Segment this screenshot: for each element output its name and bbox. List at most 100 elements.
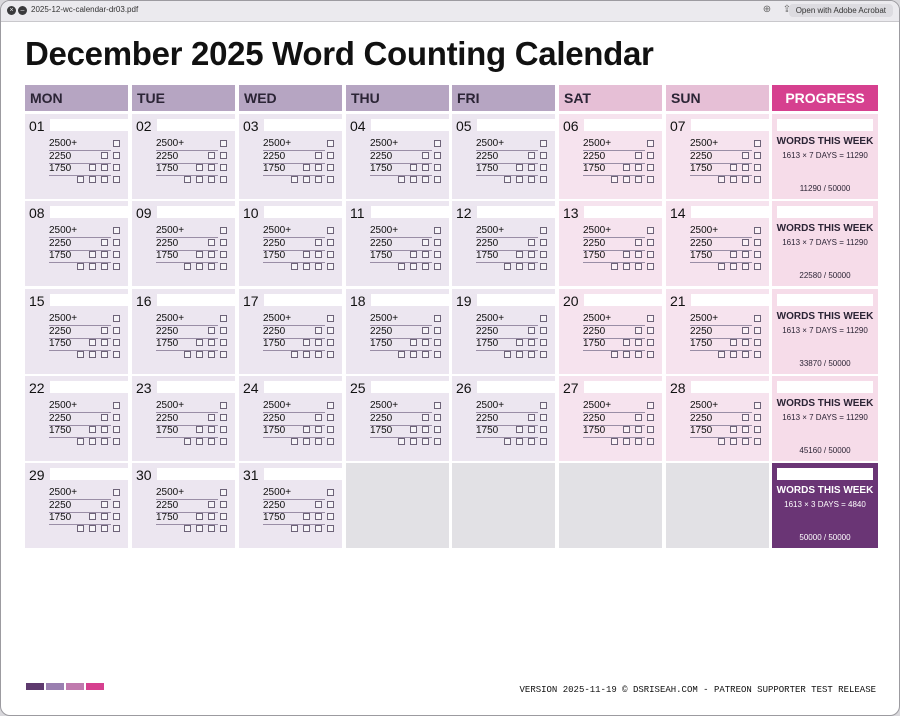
goal-checkbox[interactable] [540, 438, 547, 445]
day-note-field[interactable] [264, 294, 344, 306]
goal-checkbox[interactable] [422, 152, 429, 159]
goal-checkbox[interactable] [315, 251, 322, 258]
day-note-field[interactable] [157, 294, 237, 306]
goal-checkbox[interactable] [101, 239, 108, 246]
goal-checkbox[interactable] [303, 339, 310, 346]
goal-checkbox[interactable] [303, 164, 310, 171]
goal-checkbox[interactable] [742, 152, 749, 159]
goal-checkbox[interactable] [516, 251, 523, 258]
goal-checkbox[interactable] [730, 426, 737, 433]
goal-checkbox[interactable] [410, 176, 417, 183]
goal-checkbox[interactable] [540, 426, 547, 433]
goal-checkbox[interactable] [315, 152, 322, 159]
goal-checkbox[interactable] [540, 251, 547, 258]
goal-checkbox[interactable] [327, 489, 334, 496]
goal-checkbox[interactable] [504, 351, 511, 358]
goal-checkbox[interactable] [422, 176, 429, 183]
goal-checkbox[interactable] [422, 164, 429, 171]
goal-checkbox[interactable] [647, 152, 654, 159]
goal-checkbox[interactable] [208, 525, 215, 532]
goal-checkbox[interactable] [754, 176, 761, 183]
goal-checkbox[interactable] [410, 438, 417, 445]
goal-checkbox[interactable] [422, 263, 429, 270]
goal-checkbox[interactable] [303, 263, 310, 270]
goal-checkbox[interactable] [434, 164, 441, 171]
goal-checkbox[interactable] [647, 438, 654, 445]
goal-checkbox[interactable] [196, 525, 203, 532]
goal-checkbox[interactable] [540, 351, 547, 358]
goal-checkbox[interactable] [528, 176, 535, 183]
goal-checkbox[interactable] [516, 164, 523, 171]
goal-checkbox[interactable] [113, 402, 120, 409]
goal-checkbox[interactable] [101, 513, 108, 520]
goal-checkbox[interactable] [516, 351, 523, 358]
goal-checkbox[interactable] [315, 327, 322, 334]
goal-checkbox[interactable] [754, 414, 761, 421]
goal-checkbox[interactable] [754, 351, 761, 358]
goal-checkbox[interactable] [504, 263, 511, 270]
goal-checkbox[interactable] [315, 351, 322, 358]
goal-checkbox[interactable] [754, 251, 761, 258]
goal-checkbox[interactable] [184, 176, 191, 183]
day-note-field[interactable] [691, 294, 771, 306]
goal-checkbox[interactable] [303, 438, 310, 445]
goal-checkbox[interactable] [220, 525, 227, 532]
goal-checkbox[interactable] [635, 263, 642, 270]
goal-checkbox[interactable] [113, 152, 120, 159]
goal-checkbox[interactable] [89, 426, 96, 433]
goal-checkbox[interactable] [434, 239, 441, 246]
goal-checkbox[interactable] [635, 239, 642, 246]
goal-checkbox[interactable] [113, 351, 120, 358]
goal-checkbox[interactable] [220, 227, 227, 234]
goal-checkbox[interactable] [327, 513, 334, 520]
goal-checkbox[interactable] [196, 164, 203, 171]
goal-checkbox[interactable] [410, 164, 417, 171]
goal-checkbox[interactable] [196, 426, 203, 433]
goal-checkbox[interactable] [635, 327, 642, 334]
goal-checkbox[interactable] [327, 263, 334, 270]
goal-checkbox[interactable] [101, 263, 108, 270]
goal-checkbox[interactable] [528, 251, 535, 258]
goal-checkbox[interactable] [635, 339, 642, 346]
day-note-field[interactable] [691, 381, 771, 393]
goal-checkbox[interactable] [742, 251, 749, 258]
goal-checkbox[interactable] [611, 438, 618, 445]
goal-checkbox[interactable] [89, 176, 96, 183]
goal-checkbox[interactable] [101, 164, 108, 171]
goal-checkbox[interactable] [196, 251, 203, 258]
goal-checkbox[interactable] [113, 327, 120, 334]
day-note-field[interactable] [584, 206, 664, 218]
goal-checkbox[interactable] [327, 501, 334, 508]
goal-checkbox[interactable] [315, 426, 322, 433]
week-note-field[interactable] [777, 206, 873, 218]
goal-checkbox[interactable] [303, 426, 310, 433]
goal-checkbox[interactable] [623, 263, 630, 270]
goal-checkbox[interactable] [89, 263, 96, 270]
goal-checkbox[interactable] [184, 263, 191, 270]
goal-checkbox[interactable] [113, 414, 120, 421]
goal-checkbox[interactable] [647, 251, 654, 258]
goal-checkbox[interactable] [434, 251, 441, 258]
goal-checkbox[interactable] [101, 327, 108, 334]
goal-checkbox[interactable] [504, 176, 511, 183]
day-note-field[interactable] [50, 119, 130, 131]
goal-checkbox[interactable] [718, 438, 725, 445]
goal-checkbox[interactable] [528, 438, 535, 445]
goal-checkbox[interactable] [208, 327, 215, 334]
goal-checkbox[interactable] [101, 351, 108, 358]
goal-checkbox[interactable] [208, 263, 215, 270]
goal-checkbox[interactable] [315, 438, 322, 445]
day-note-field[interactable] [584, 381, 664, 393]
goal-checkbox[interactable] [327, 402, 334, 409]
week-note-field[interactable] [777, 468, 873, 480]
goal-checkbox[interactable] [315, 513, 322, 520]
goal-checkbox[interactable] [196, 339, 203, 346]
goal-checkbox[interactable] [754, 426, 761, 433]
day-note-field[interactable] [264, 119, 344, 131]
goal-checkbox[interactable] [516, 176, 523, 183]
goal-checkbox[interactable] [410, 251, 417, 258]
goal-checkbox[interactable] [647, 426, 654, 433]
goal-checkbox[interactable] [434, 263, 441, 270]
goal-checkbox[interactable] [113, 227, 120, 234]
day-note-field[interactable] [264, 468, 344, 480]
